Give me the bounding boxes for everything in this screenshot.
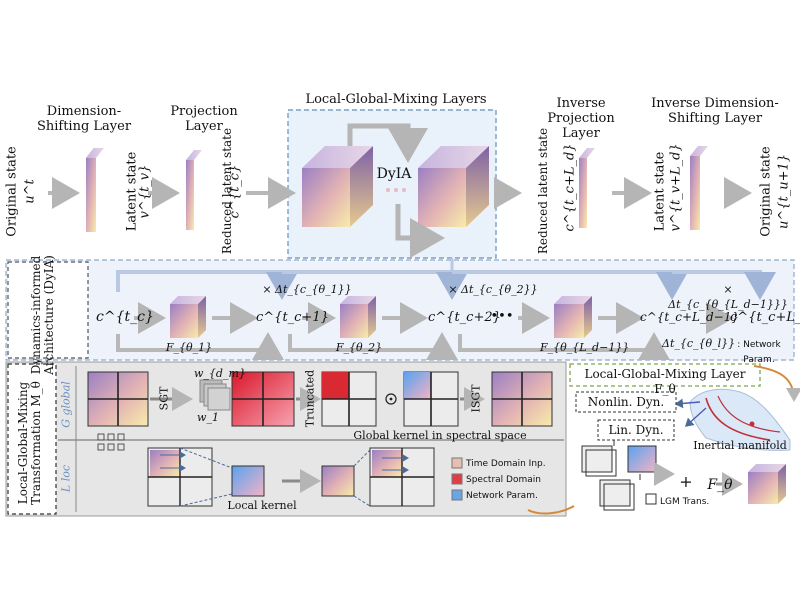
original-state-out-label: Original state bbox=[758, 146, 774, 237]
legend-time-label: Time Domain Inp. bbox=[466, 459, 546, 469]
dyia-cL: c^{t_c+L_d} bbox=[730, 310, 800, 325]
sgt-label: SGT bbox=[157, 386, 171, 411]
nonlin-box bbox=[575, 391, 677, 413]
legend-swatch-time bbox=[451, 457, 463, 469]
lgmt-side-label: Local-Global-Mixing Transformation M_θ bbox=[16, 381, 43, 505]
lin-label: Lin. Dyn. bbox=[608, 423, 664, 437]
latent-state-out-label: Latent state bbox=[652, 151, 668, 232]
dyia-bottom-connections bbox=[116, 332, 670, 360]
projection-title: Projection Layer bbox=[170, 104, 238, 134]
original-state-out-sym: u^{t_u+1} bbox=[776, 153, 792, 230]
global-output-grid bbox=[491, 371, 553, 427]
dyia-dt1: × Δt_{c_{θ_1}} bbox=[262, 283, 352, 296]
dyia-c0: c^{t_c} bbox=[96, 309, 154, 325]
legend-swatch-spectral bbox=[451, 473, 463, 485]
plus-label: + bbox=[679, 472, 693, 491]
dyia-f2: F_{θ_2} bbox=[335, 341, 383, 354]
slab-reduced-out bbox=[579, 148, 595, 228]
f-theta-cube bbox=[748, 464, 786, 504]
f-theta-1-cube bbox=[170, 296, 206, 338]
nonlin-label: Nonlin. Dyn. bbox=[587, 395, 665, 409]
lgm-loop-arrow-top bbox=[347, 123, 428, 163]
param-grid bbox=[403, 371, 459, 427]
slab-latent bbox=[86, 148, 104, 232]
f-theta-L-cube bbox=[554, 296, 592, 338]
legend-swatch-param bbox=[451, 489, 463, 501]
dyia-fL: F_{θ_{L_d−1}} bbox=[540, 341, 630, 354]
w-dm-label: w_{d_m} bbox=[194, 367, 246, 380]
lgm-cube-2 bbox=[418, 146, 489, 227]
lgmt-label-box bbox=[7, 363, 57, 515]
slab-reduced bbox=[186, 150, 202, 230]
legend-param-label: Network Param. bbox=[466, 491, 538, 501]
lgm-loop-arrow-bottom bbox=[395, 204, 445, 258]
manifold-arrows bbox=[674, 398, 707, 427]
original-state-label: Original state bbox=[4, 146, 20, 237]
latent-state-out-sym: v^{t_v+L_d} bbox=[668, 143, 684, 232]
dyia-c2: c^{t_c+2} bbox=[428, 310, 501, 325]
global-symbol: G global bbox=[59, 381, 73, 428]
inverse-dim-shift-title: Inverse Dimension-Shifting Layer bbox=[651, 96, 779, 126]
lgm-trans-swatch bbox=[645, 493, 657, 505]
dyia-dtL: × Δt_{c_{θ_{L_d−1}}} bbox=[668, 283, 788, 311]
dyia-side-label: Dynamics-informed Architecture (DyIA) bbox=[29, 255, 56, 375]
inertial-manifold bbox=[689, 388, 791, 451]
mesh-icon bbox=[97, 433, 125, 451]
reduced-latent-sym: c^{t_c} bbox=[227, 164, 243, 219]
truncated-label: Truncated bbox=[303, 369, 317, 428]
dim-shift-title: Dimension-Shifting Layer bbox=[36, 104, 132, 134]
inertial-label: Inertial manifold bbox=[693, 439, 787, 452]
f-theta-label: F_θ bbox=[707, 477, 733, 493]
f-theta-2-cube bbox=[340, 296, 376, 338]
local-input-grid bbox=[147, 447, 213, 507]
dyia-dt-note: : Network Param. bbox=[737, 340, 781, 365]
dyia-label-box bbox=[7, 261, 89, 359]
truncated-grid bbox=[321, 371, 377, 427]
dyia-dt-note-sym: Δt_{c_{θ_l}} bbox=[662, 337, 736, 350]
inverse-projection-title: Inverse Projection Layer bbox=[547, 96, 615, 141]
dyia-cL1: c^{t_c+L_d−1} bbox=[640, 310, 739, 324]
latent-state-sym: v^{t_v} bbox=[137, 164, 153, 219]
dyia-dots: ••• bbox=[490, 309, 514, 324]
lgm-layer-title: Local-Global-Mixing Layer F_θ bbox=[584, 367, 746, 396]
original-state-sym: u^t bbox=[22, 179, 38, 204]
dyia-c1: c^{t_c+1} bbox=[256, 310, 329, 325]
dyia-center-label: DyIA bbox=[376, 166, 412, 182]
lgm-layer-title-box bbox=[569, 363, 761, 387]
orange-arrow-bottom bbox=[527, 505, 575, 515]
reduced-latent-out-sym: c^{t_c+L_d} bbox=[562, 143, 578, 232]
local-kernel-label: Local kernel bbox=[227, 499, 297, 512]
reduced-latent-out-label: Reduced latent state bbox=[536, 127, 550, 255]
slab-latent-out bbox=[690, 146, 708, 230]
local-output-grid bbox=[369, 447, 435, 507]
legend-spectral-label: Spectral Domain bbox=[466, 475, 541, 485]
local-output-square bbox=[321, 465, 355, 497]
lgm-trans-label: LGM Trans. bbox=[660, 497, 710, 507]
dyia-skip-connections bbox=[116, 258, 776, 300]
spectral-stack bbox=[199, 371, 295, 427]
dyia-f1: F_{θ_1} bbox=[165, 341, 213, 354]
global-kernel-label: Global kernel in spectral space bbox=[353, 429, 527, 442]
local-kernel-square bbox=[231, 465, 265, 497]
local-symbol: L loc bbox=[59, 464, 73, 493]
w-1-label: w_1 bbox=[197, 411, 219, 424]
lgm-inner-squares bbox=[581, 445, 657, 511]
isgt-label: ISGT bbox=[469, 384, 483, 413]
dyia-dt2: × Δt_{c_{θ_2}} bbox=[448, 283, 538, 296]
lgm-layers-title: Local-Global-Mixing Layers bbox=[305, 92, 487, 107]
global-input-grid bbox=[87, 371, 149, 427]
lin-box bbox=[597, 419, 675, 441]
lgm-cube-1 bbox=[302, 146, 373, 227]
orange-arrow-top bbox=[753, 365, 800, 402]
